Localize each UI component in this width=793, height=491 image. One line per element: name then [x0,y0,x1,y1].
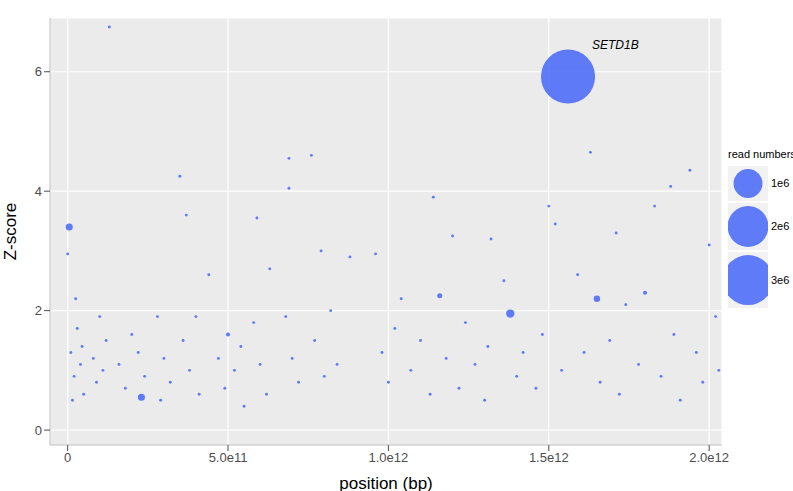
svg-text:1.5e12: 1.5e12 [529,450,569,465]
html-text:3e6: 3e6 [771,273,790,286]
svg-text:Z-score: Z-score [8,203,20,261]
svg-text:5.0e11: 5.0e11 [209,450,248,465]
svg-text:SETD1B: SETD1B [592,38,639,52]
svg-text:1.0e12: 1.0e12 [369,450,409,465]
svg-text:2.0e12: 2.0e12 [689,450,729,465]
svg-text:0: 0 [35,423,42,438]
svg-text:position (bp): position (bp) [339,474,433,491]
svg-text:0: 0 [64,450,71,465]
svg-text:2: 2 [35,303,42,318]
svg-text:4: 4 [35,184,42,199]
html-text:2e6: 2e6 [771,220,790,233]
svg-text:6: 6 [35,64,42,79]
html-text:1e6: 1e6 [771,177,790,190]
